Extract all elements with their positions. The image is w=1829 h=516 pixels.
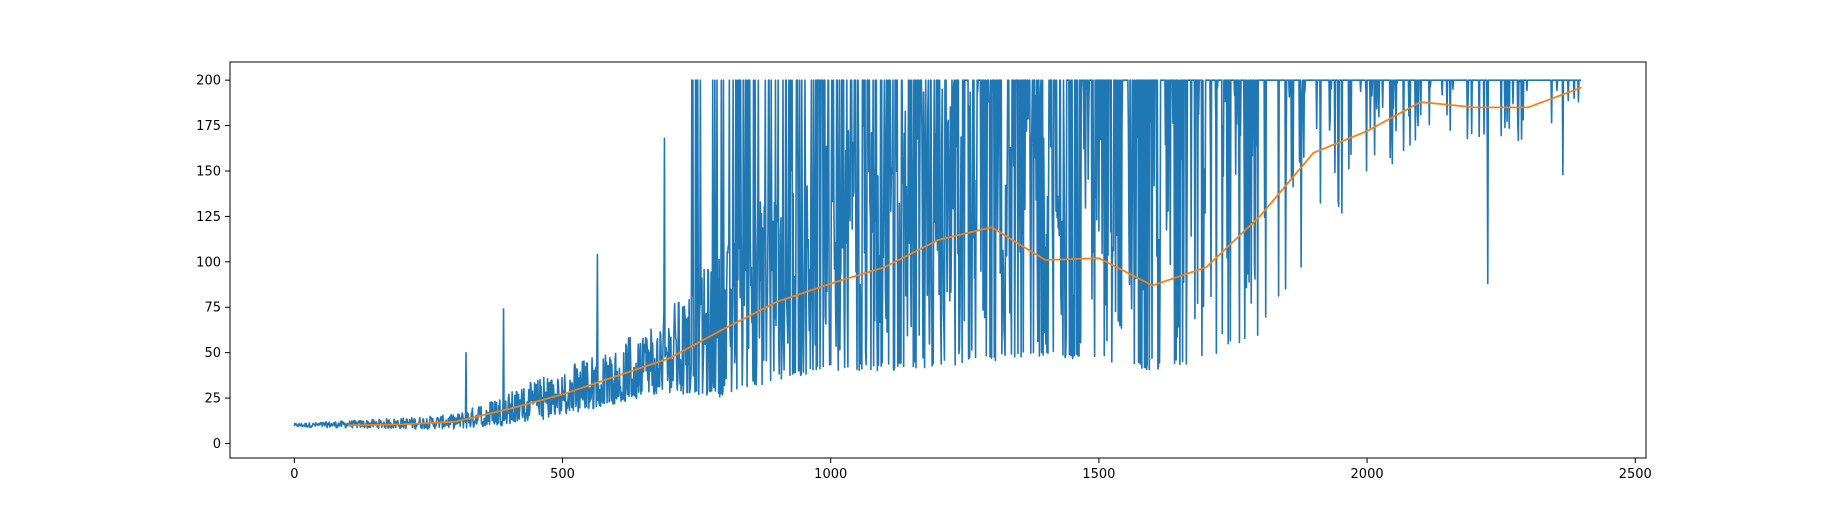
y-tick-label: 125 [196,210,221,225]
y-tick-label: 25 [204,392,221,407]
x-tick-label: 0 [290,467,298,482]
x-tick-label: 2500 [1619,467,1652,482]
series-moving-average [347,86,1582,427]
y-tick-label: 0 [213,437,221,452]
x-tick-label: 1500 [1082,467,1115,482]
y-axis: 0 25 50 75 100 125 150 175 200 [196,74,230,452]
y-tick-label: 150 [196,164,221,179]
series-layer [293,79,1582,430]
y-tick-label: 175 [196,119,221,134]
series-episode-rewards [293,79,1582,430]
y-tick-label: 50 [204,346,221,361]
y-tick-label: 100 [196,255,221,270]
plot-area [229,61,1647,459]
y-tick-label: 200 [196,74,221,89]
x-tick-label: 500 [550,467,575,482]
x-tick-label: 2000 [1351,467,1384,482]
axes-frame [229,61,1647,459]
y-tick-label: 75 [204,301,221,316]
x-axis: 0 500 1000 1500 2000 2500 [290,458,1652,482]
x-tick-label: 1000 [814,467,847,482]
